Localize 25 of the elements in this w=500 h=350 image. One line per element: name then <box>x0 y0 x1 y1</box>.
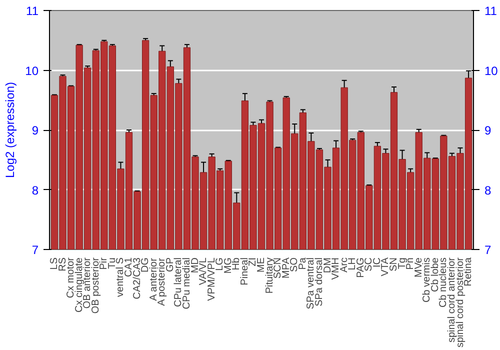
x-tick-label: OB posterior <box>90 256 102 314</box>
x-tick-label: CPu medial <box>181 257 192 310</box>
y2-tick-label: 11 <box>484 4 498 18</box>
x-tick-label: ME <box>256 257 267 272</box>
x-tick-label: Pituitary <box>264 258 276 294</box>
y-tick-label: 8 <box>32 183 39 198</box>
y-tick-label: 7 <box>32 243 39 257</box>
x-tick-label: CA1 <box>124 257 134 277</box>
y-tick-label: 9 <box>32 124 39 138</box>
y2-tick-label: 8 <box>484 183 492 198</box>
x-tick-label: SPa dorsal <box>314 257 325 306</box>
y2-tick-label: 9 <box>484 124 492 138</box>
y-axis-title: Log2 (expression) <box>3 82 18 178</box>
x-tick-label: spinal cord posterior <box>454 256 466 348</box>
y-tick-label: 10 <box>25 64 39 78</box>
y-tick-label: 11 <box>26 4 39 18</box>
x-tick-label: LS <box>48 257 60 270</box>
x-tick-label: A posterior <box>156 257 168 306</box>
x-tick-label: Tg <box>396 258 408 270</box>
y2-tick-label: 10 <box>484 64 498 78</box>
x-tick-label: Retina <box>463 257 474 286</box>
x-tick-label: spinal cord anterior <box>446 256 458 343</box>
y2-tick-label: 7 <box>484 243 492 257</box>
x-tick-label: SN <box>388 257 400 272</box>
x-tick-label: RS <box>57 257 68 272</box>
